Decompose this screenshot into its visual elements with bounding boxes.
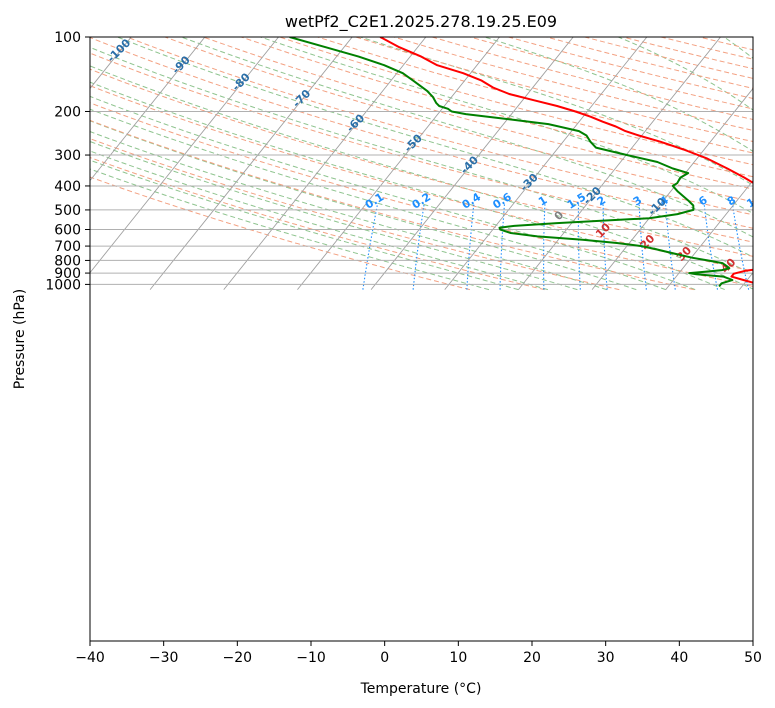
moist-adiabat-line xyxy=(181,37,753,238)
moist-adiabat-line xyxy=(90,95,696,291)
x-tick-label: 40 xyxy=(670,650,688,666)
dry-adiabat-line xyxy=(163,37,753,203)
x-axis: −40 −30 −20 −10 0 10 20 30 40 50 xyxy=(75,641,762,666)
mixing-ratio-line xyxy=(664,203,676,290)
y-tick-label: 300 xyxy=(54,148,81,164)
isotherm-line xyxy=(90,37,132,90)
x-tick-label: −20 xyxy=(223,650,253,666)
y-tick-label: 500 xyxy=(54,203,81,219)
isotherm-line xyxy=(444,37,648,290)
moist-adiabat-line xyxy=(90,131,607,291)
isotherm-line xyxy=(149,37,353,290)
moist-adiabat-line xyxy=(260,37,753,214)
x-axis-label: Temperature (°C) xyxy=(360,681,482,697)
y-tick-label: 200 xyxy=(54,104,81,120)
mixing-ratio-lines xyxy=(362,203,750,290)
dry-adiabat-line xyxy=(90,52,753,243)
y-tick-label: 900 xyxy=(54,266,81,282)
temperature-line xyxy=(379,37,753,284)
skewed-isotherms xyxy=(90,37,753,290)
x-tick-label: −40 xyxy=(75,650,105,666)
isotherm-line xyxy=(297,37,501,290)
x-tick-label: 20 xyxy=(523,650,541,666)
isotherm-line xyxy=(665,179,753,290)
y-axis-label: Pressure (hPa) xyxy=(12,289,28,389)
profile-lines xyxy=(289,37,753,288)
y-tick-label: 100 xyxy=(54,30,81,46)
dry-adiabat-line xyxy=(125,37,753,216)
y-tick-label: 800 xyxy=(54,253,81,269)
x-tick-label: 50 xyxy=(744,650,762,666)
moist-adiabat-line xyxy=(90,150,549,291)
x-tick-label: −10 xyxy=(296,650,326,666)
mixing-ratio-line xyxy=(731,203,750,290)
y-tick-label: 700 xyxy=(54,239,81,255)
isotherm-line xyxy=(591,87,753,290)
dry-adiabat-line xyxy=(201,37,753,190)
moist-adiabat-line xyxy=(90,168,490,291)
moist-adiabat-line xyxy=(90,108,666,291)
mixing-ratio-line xyxy=(638,203,647,290)
y-tick-label: 1000 xyxy=(45,277,81,293)
moist-adiabat-line xyxy=(90,46,753,275)
moist-adiabat-line xyxy=(484,37,753,152)
mixing-ratio-line xyxy=(362,203,379,290)
chart-title: wetPf2_C2E1.2025.278.19.25.E09 xyxy=(285,12,557,32)
moist-adiabat-line xyxy=(117,37,753,258)
moist-adiabat-line xyxy=(360,37,753,186)
x-tick-label: 0 xyxy=(380,650,389,666)
dewpoint-line xyxy=(289,37,734,288)
dry-adiabat-line xyxy=(90,102,753,287)
isotherm-line xyxy=(90,37,206,182)
dry-adiabat-line xyxy=(90,85,753,272)
dry-adiabat-line xyxy=(90,68,753,257)
x-tick-label: −30 xyxy=(149,650,179,666)
y-tick-label: 400 xyxy=(54,179,81,195)
isotherm-line xyxy=(223,37,427,290)
moist-adiabat-line xyxy=(90,65,753,290)
y-tick-label: 600 xyxy=(54,223,81,239)
isotherm-line xyxy=(90,37,280,274)
dry-adiabat-line xyxy=(90,138,620,291)
x-tick-label: 30 xyxy=(597,650,615,666)
moist-adiabats xyxy=(90,37,753,291)
moist-adiabat-line xyxy=(90,120,637,291)
mixing-ratio-label: 10 xyxy=(744,191,764,210)
isotherm-line xyxy=(518,37,722,290)
mixing-ratio-line xyxy=(466,203,475,290)
plot-frame xyxy=(89,36,754,642)
isotherm-line xyxy=(370,37,574,290)
mixing-ratio-line xyxy=(412,203,425,290)
x-tick-label: 10 xyxy=(449,650,467,666)
moist-adiabat-line xyxy=(90,159,519,291)
dry-adiabats xyxy=(90,37,753,291)
dry-adiabat-line xyxy=(90,156,545,291)
dry-adiabat-line xyxy=(90,119,695,291)
mixing-ratio-line xyxy=(703,203,719,290)
